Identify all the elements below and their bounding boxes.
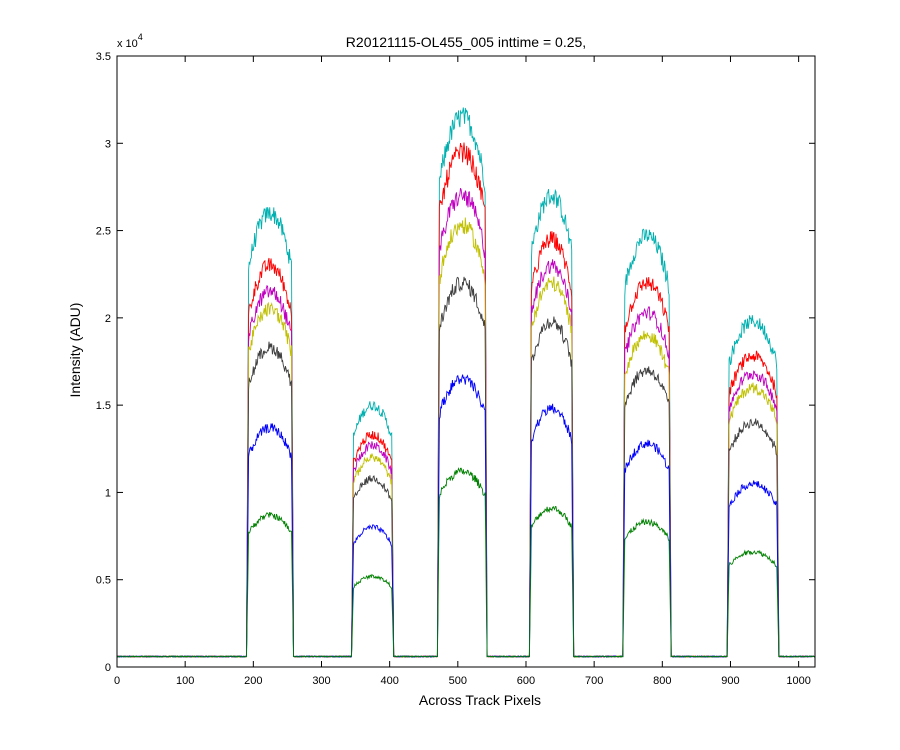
x-tick-label: 500 <box>449 675 467 687</box>
y-tick-label: 0.5 <box>96 575 111 587</box>
x-tick-label: 800 <box>653 675 671 687</box>
y-axis: 0 0.5 1 1.5 2 2.5 3 3.5 <box>96 51 815 674</box>
y-tick-label: 3.5 <box>96 51 111 63</box>
x-tick-label: 200 <box>244 675 262 687</box>
y-exponent-base: x 10 <box>117 38 138 50</box>
y-exponent-power: 4 <box>138 32 143 42</box>
plot-frame <box>116 55 816 668</box>
x-tick-label: 900 <box>721 675 739 687</box>
plot-background <box>117 56 815 667</box>
x-axis-title: Across Track Pixels <box>419 692 541 708</box>
series-layer <box>116 107 816 658</box>
y-tick-label: 1.5 <box>96 400 111 412</box>
x-axis: 0 100 200 300 400 500 600 700 800 900 1000 <box>114 56 811 687</box>
y-tick-label: 0 <box>105 662 111 674</box>
y-tick-label: 2 <box>105 313 111 325</box>
y-tick-label: 1 <box>105 487 111 499</box>
chart-title: R20121115-OL455_005 inttime = 0.25, <box>346 34 586 50</box>
x-tick-label: 700 <box>585 675 603 687</box>
y-axis-title: Intensity (ADU) <box>67 303 83 398</box>
series-line-7 <box>116 467 816 658</box>
x-tick-label: 300 <box>312 675 330 687</box>
x-tick-label: 600 <box>517 675 535 687</box>
x-tick-label: 100 <box>176 675 194 687</box>
y-tick-label: 3 <box>105 138 111 150</box>
x-tick-label: 1000 <box>786 675 810 687</box>
y-tick-label: 2.5 <box>96 226 111 238</box>
x-tick-label: 400 <box>380 675 398 687</box>
x-tick-label: 0 <box>114 675 120 687</box>
y-exponent-label: x 104 <box>117 32 143 50</box>
